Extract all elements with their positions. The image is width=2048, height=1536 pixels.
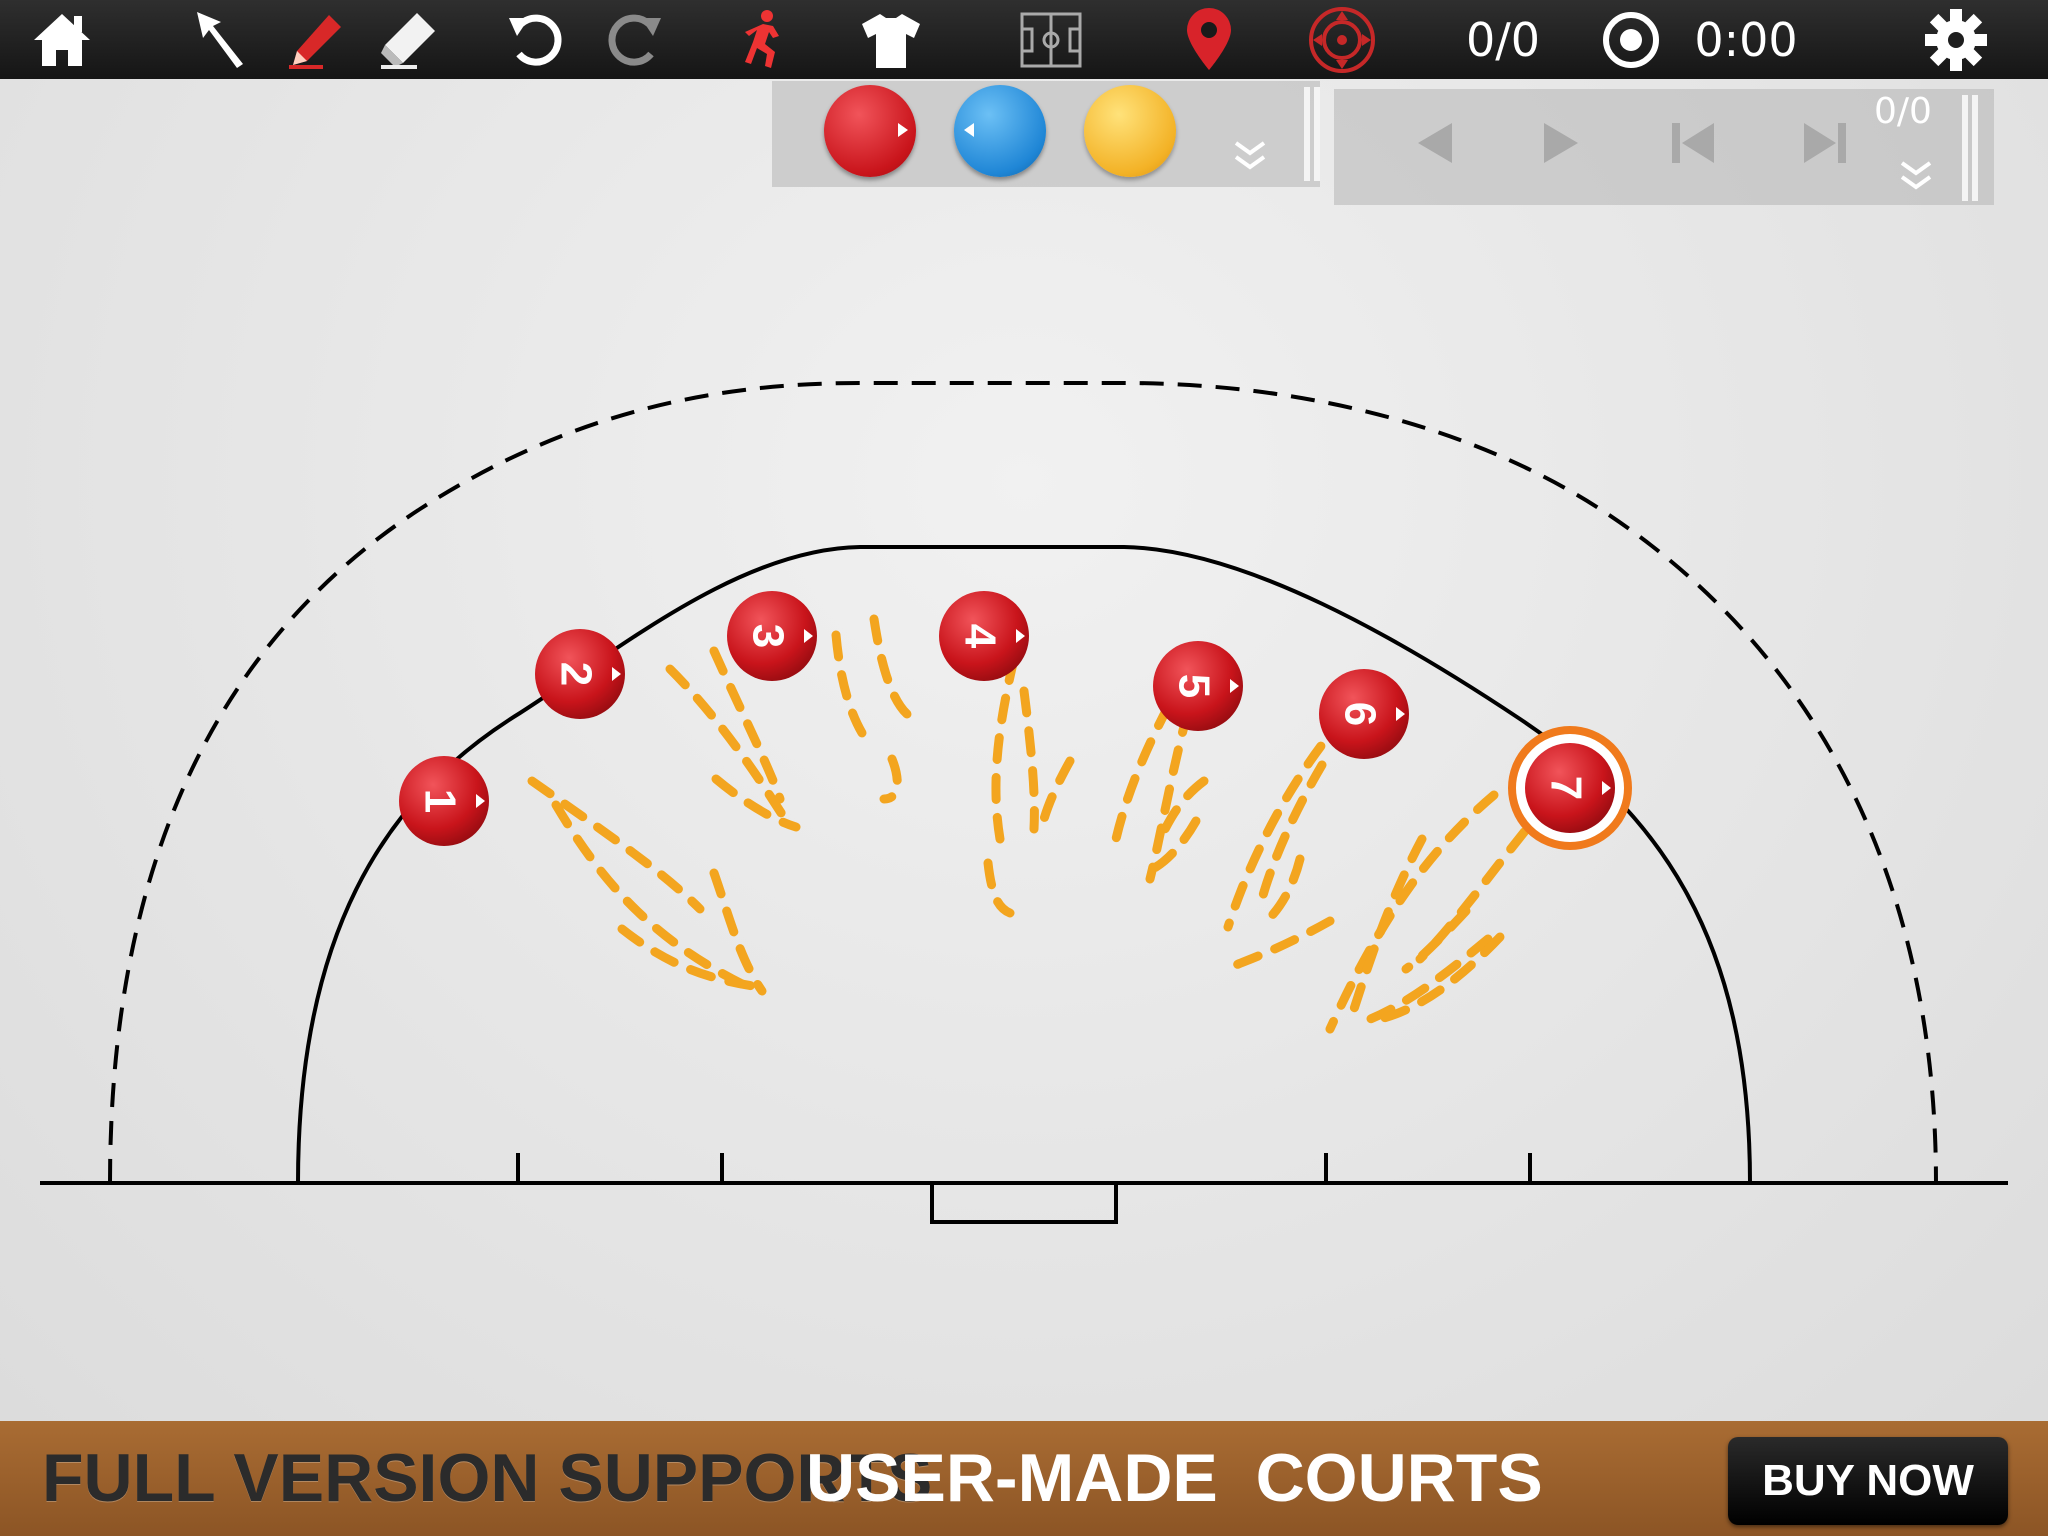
player-token-circle [1525,743,1615,833]
gear-icon[interactable] [1918,0,1994,79]
blue-token-arrow-icon [964,123,974,137]
direction-arrow-icon [804,629,813,643]
panel-separator [1972,95,1978,201]
movement-paths [527,614,1555,1034]
direction-arrow-icon [1230,679,1239,693]
direction-arrow-icon [1602,781,1611,795]
player-token-circle [399,756,489,846]
play-icon[interactable] [1540,121,1584,170]
prev-icon[interactable] [1412,121,1456,170]
timer: 0:00 [1694,12,1798,67]
direction-arrow-icon [1396,707,1405,721]
yellow-ball-token[interactable] [1084,85,1176,177]
player-token-circle [1319,669,1409,759]
shirt-icon[interactable] [854,0,928,79]
skip-back-icon[interactable] [1670,121,1718,170]
panel-separator [1962,95,1968,201]
upsell-banner: FULL VERSION SUPPORTS USER-MADE COURTS [0,1421,2048,1536]
map-pin-icon[interactable] [1174,0,1244,79]
skip-forward-icon[interactable] [1800,121,1848,170]
court-canvas[interactable]: 1 2 3 4 5 6 7 0/0 [0,79,2048,1421]
goal [930,1183,1118,1224]
line-ticks [516,1153,1532,1183]
player-token-circle [535,629,625,719]
player-token-circle [1153,641,1243,731]
player-number: 7 [1542,776,1591,800]
player-token-5[interactable]: 5 [1153,641,1243,731]
player-token-6[interactable]: 6 [1319,669,1409,759]
arrow-pointer-icon[interactable] [186,0,256,79]
panel-separator [1304,87,1310,181]
target-icon[interactable] [1304,0,1380,79]
double-chevron-down-icon[interactable] [1230,139,1270,173]
playback-frame-counter: 0/0 [1874,91,1932,132]
court-icon[interactable] [1016,0,1086,79]
top-toolbar: 0/0 0:00 [0,0,2048,79]
red-token-arrow-icon [898,123,908,137]
direction-arrow-icon [1016,629,1025,643]
player-token-3[interactable]: 3 [727,591,817,681]
player-number: 2 [552,662,601,686]
player-number: 4 [956,624,1005,649]
panel-separator [1314,87,1320,181]
direction-arrow-icon [476,794,485,808]
playback-panel: 0/0 [1334,89,1994,205]
frame-counter: 0/0 [1465,12,1541,67]
buy-now-button[interactable]: BUY NOW [1728,1437,2008,1525]
banner-text-highlight: USER-MADE COURTS [806,1440,1543,1516]
player-token-2[interactable]: 2 [535,629,625,719]
pen-icon[interactable] [280,0,352,79]
player-token-7[interactable]: 7 [1508,726,1632,850]
player-number: 3 [744,624,793,648]
banner-text-primary: FULL VERSION SUPPORTS [42,1440,933,1516]
eraser-icon[interactable] [372,0,444,79]
undo-icon[interactable] [500,0,570,79]
player-token-circle [727,591,817,681]
running-player-icon[interactable] [728,0,798,79]
player-number: 1 [416,789,465,813]
goal-area-line [296,545,1752,1184]
free-throw-line [108,381,1938,1184]
player-token-1[interactable]: 1 [399,756,489,846]
token-panel [772,81,1320,187]
player-token-circle [939,591,1029,681]
direction-arrow-icon [612,667,621,681]
player-token-4[interactable]: 4 [939,591,1029,681]
player-number: 6 [1336,702,1385,726]
home-icon[interactable] [24,0,100,79]
record-icon[interactable] [1598,0,1664,79]
players-layer: 1 2 3 4 5 6 7 [399,591,1632,850]
double-chevron-down-icon[interactable] [1896,159,1936,193]
redo-icon[interactable] [600,0,670,79]
player-number: 5 [1170,674,1219,698]
